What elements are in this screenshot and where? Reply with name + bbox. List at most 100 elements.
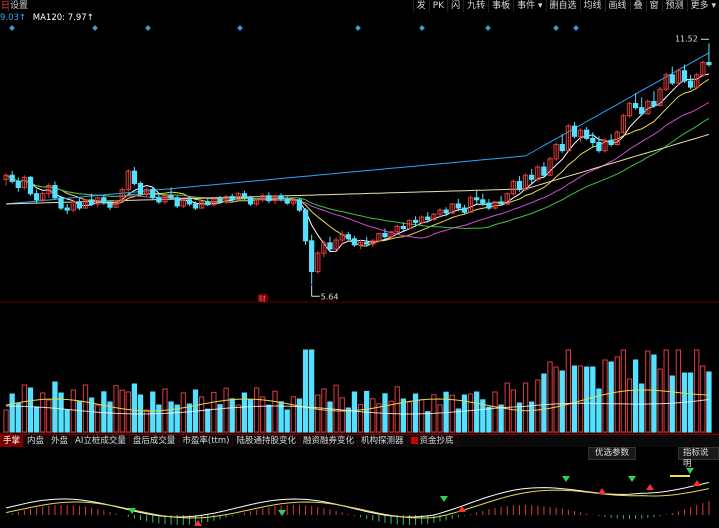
tab-5[interactable]: 市盈率(ttm) [179, 435, 234, 447]
volume-bar-down [474, 391, 480, 433]
tab-0[interactable]: 手掌 [0, 435, 25, 447]
candle-down [669, 74, 675, 84]
candle-down [76, 201, 83, 209]
menu-item-8[interactable]: 画线 [604, 0, 630, 12]
volume-bar-down [241, 392, 248, 433]
volume-bar-up [370, 398, 376, 433]
volume-bar-down [278, 401, 284, 433]
low-price-label: 5.64 [321, 292, 339, 301]
settings-button[interactable]: 设置 [10, 1, 29, 11]
candle-up [333, 239, 339, 250]
menu-item-6[interactable]: 删自选 [545, 0, 580, 12]
candle-down [64, 207, 70, 211]
ma60-line [6, 52, 710, 205]
ma120-line [6, 133, 710, 205]
indicator-subbar: 优选参数 指标说明 [0, 447, 719, 469]
volume-bar-down [266, 404, 272, 433]
tab-7[interactable]: 融资融券变化 [300, 435, 359, 447]
ma10-line [5, 78, 710, 247]
candle-up [547, 158, 553, 176]
volume-bar-down [217, 404, 223, 433]
volume-bar-up [357, 404, 364, 433]
tab-6[interactable]: 陆股通持股变化 [233, 435, 300, 447]
volume-bar-down [64, 409, 70, 433]
tab-2[interactable]: 外盘 [48, 435, 73, 447]
tab-8[interactable]: 机构探测器 [358, 435, 408, 447]
candle-down [241, 193, 248, 199]
candle-down [88, 199, 95, 205]
tab-3[interactable]: AI立桩成交量 [72, 435, 130, 447]
optimal-params-button[interactable]: 优选参数 [588, 447, 637, 460]
volume-bar-down [168, 401, 174, 433]
menu-item-3[interactable]: 九转 [463, 0, 488, 12]
menu-item-11[interactable]: 预测 [661, 0, 687, 12]
high-price-label: 11.52 [675, 34, 698, 43]
candle-down [541, 166, 547, 176]
candle-down [455, 203, 461, 209]
candle-up [620, 115, 627, 133]
candle-down [351, 238, 358, 246]
buy-signal-icon [628, 476, 636, 482]
candle-down [412, 219, 419, 223]
volume-bar-up [254, 387, 260, 433]
candle-down [687, 80, 694, 88]
candle-up [535, 166, 541, 180]
indicator-explain-button[interactable]: 指标说明 [678, 447, 719, 469]
buy-signal-icon [562, 476, 570, 482]
menu-item-7[interactable]: 均线 [579, 0, 605, 12]
candle-up [663, 74, 669, 90]
volume-bar-up [700, 365, 706, 433]
volume-bar-up [510, 389, 516, 433]
volume-bar-up [3, 409, 9, 433]
tab-4[interactable]: 盘后成交量 [130, 435, 180, 447]
candle-down [474, 197, 480, 201]
volume-bar-down [498, 404, 504, 433]
volume-bar-down [529, 401, 535, 433]
volume-bar-up [70, 389, 76, 433]
candle-down [174, 197, 180, 207]
volume-bar-up [143, 409, 150, 433]
tab-1[interactable]: 内盘 [24, 435, 49, 447]
menu-item-5[interactable]: 事件 ▾ [513, 0, 545, 12]
menu-item-12[interactable]: 更多 ▾ [686, 0, 719, 12]
tab-9[interactable]: 资金抄底 [408, 435, 458, 447]
menu-item-2[interactable]: 闪 [447, 0, 463, 12]
menu-item-1[interactable]: PK [428, 0, 447, 12]
ma60-value: 9.03↑ [0, 13, 27, 23]
event-marker-icon [355, 25, 361, 31]
volume-bar-up [260, 396, 266, 433]
candle-down [27, 176, 34, 195]
candle-down [150, 189, 156, 199]
volume-bar-up [467, 393, 474, 433]
candle-up [522, 174, 529, 191]
sell-signal-icon [646, 484, 654, 490]
menu-item-10[interactable]: 窗 [645, 0, 662, 12]
volume-bar-down [571, 365, 578, 433]
menu-item-4[interactable]: 事板 [488, 0, 513, 12]
candle-up [260, 195, 266, 201]
candle-up [162, 195, 168, 203]
indicator-line [5, 488, 710, 519]
event-marker-icon [237, 25, 243, 31]
candle-down [217, 198, 223, 202]
volume-bar-up [388, 400, 394, 433]
volume-bar-up [565, 349, 572, 433]
ma-legend: 9.03↑ MA120: 7.97↑ [0, 13, 94, 24]
menu-item-0[interactable]: 发 [412, 0, 429, 12]
volume-bar-down [296, 398, 303, 433]
candle-up [254, 199, 260, 205]
volume-bar-down [455, 408, 461, 433]
chart-type-icon[interactable]: 日 [1, 1, 11, 11]
candle-down [327, 242, 333, 250]
candle-up [290, 199, 296, 204]
volume-bar-up [419, 399, 425, 433]
candle-up [143, 189, 150, 195]
volume-bar-up [553, 366, 559, 433]
ma30-line [5, 117, 710, 230]
candle-down [461, 207, 468, 213]
candle-up [321, 242, 327, 254]
candle-up [431, 213, 437, 221]
menu-item-9[interactable]: 叠 [629, 0, 646, 12]
volume-bar-down [302, 349, 309, 433]
